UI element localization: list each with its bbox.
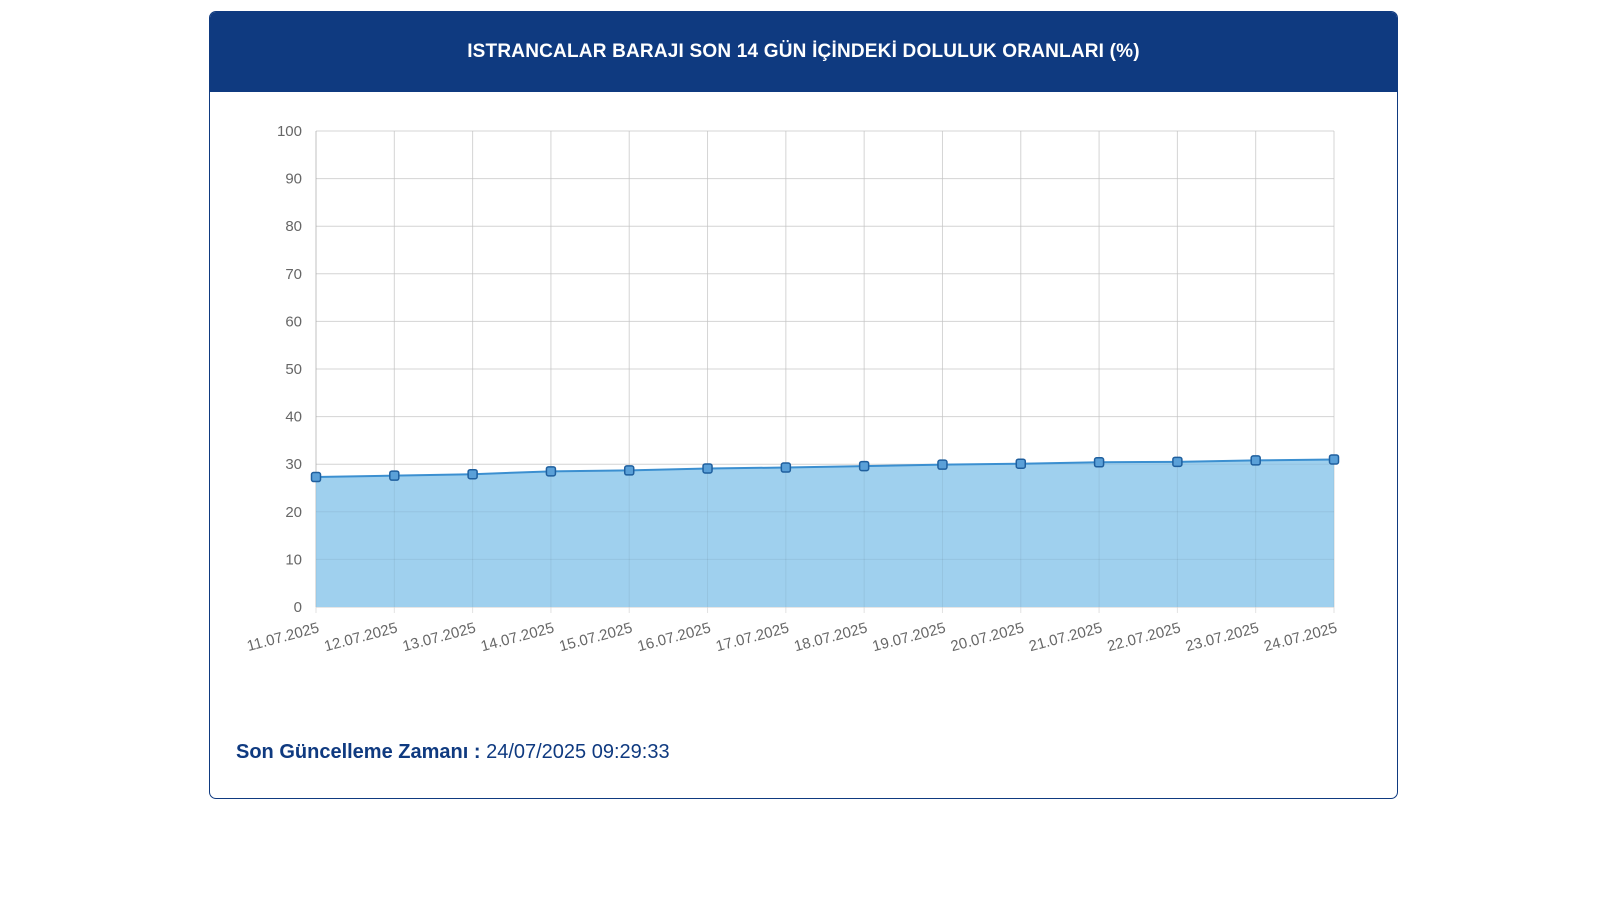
x-tick-label: 21.07.2025 xyxy=(1027,619,1104,655)
data-point xyxy=(1093,457,1105,468)
data-point xyxy=(780,462,792,473)
data-point xyxy=(1015,458,1027,469)
data-point xyxy=(858,460,870,472)
y-tick-label: 30 xyxy=(285,456,302,473)
x-tick-label: 14.07.2025 xyxy=(479,619,556,655)
y-tick-label: 40 xyxy=(285,409,302,426)
x-tick-label: 17.07.2025 xyxy=(714,619,791,655)
data-point xyxy=(1250,455,1261,466)
y-tick-label: 60 xyxy=(285,313,302,330)
data-point xyxy=(623,465,635,476)
chart-title: ISTRANCALAR BARAJI SON 14 GÜN İÇİNDEKİ D… xyxy=(467,41,1140,62)
y-tick-label: 20 xyxy=(285,504,302,521)
y-tick-label: 70 xyxy=(285,266,302,283)
x-tick-label: 16.07.2025 xyxy=(636,619,713,655)
x-tick-label: 19.07.2025 xyxy=(871,619,948,655)
data-point xyxy=(702,463,713,474)
data-point xyxy=(310,471,322,483)
last-update-label: Son Güncelleme Zamanı : xyxy=(236,741,481,763)
y-tick-label: 80 xyxy=(285,218,302,235)
data-point xyxy=(1328,454,1340,465)
y-tick-label: 0 xyxy=(294,599,302,616)
x-tick-label: 13.07.2025 xyxy=(401,619,478,655)
last-update-value: 24/07/2025 09:29:33 xyxy=(486,741,670,763)
data-point xyxy=(545,466,557,477)
last-update: Son Güncelleme Zamanı : 24/07/2025 09:29… xyxy=(236,741,670,764)
chart-header: ISTRANCALAR BARAJI SON 14 GÜN İÇİNDEKİ D… xyxy=(210,12,1397,92)
x-tick-label: 12.07.2025 xyxy=(322,619,399,655)
chart-card: ISTRANCALAR BARAJI SON 14 GÜN İÇİNDEKİ D… xyxy=(209,11,1398,799)
x-tick-label: 20.07.2025 xyxy=(949,619,1026,655)
y-tick-label: 90 xyxy=(285,171,302,188)
x-tick-label: 24.07.2025 xyxy=(1262,619,1339,655)
data-point xyxy=(389,470,400,481)
x-tick-label: 23.07.2025 xyxy=(1184,619,1261,655)
data-point xyxy=(467,468,478,480)
x-tick-label: 15.07.2025 xyxy=(557,619,634,655)
data-point xyxy=(937,459,948,470)
y-tick-label: 50 xyxy=(285,361,302,378)
x-tick-label: 11.07.2025 xyxy=(245,619,321,655)
area-fill xyxy=(316,459,1334,607)
data-point xyxy=(1172,456,1183,468)
series-line xyxy=(315,458,1335,479)
y-tick-label: 10 xyxy=(285,551,302,568)
x-tick-label: 18.07.2025 xyxy=(792,619,869,655)
x-tick-label: 22.07.2025 xyxy=(1106,619,1183,655)
area-chart: 0 10 20 30 40 50 60 70 80 90 100 11.07.2025 12.07.20… xyxy=(245,123,1340,655)
y-tick-label: 100 xyxy=(277,123,302,140)
